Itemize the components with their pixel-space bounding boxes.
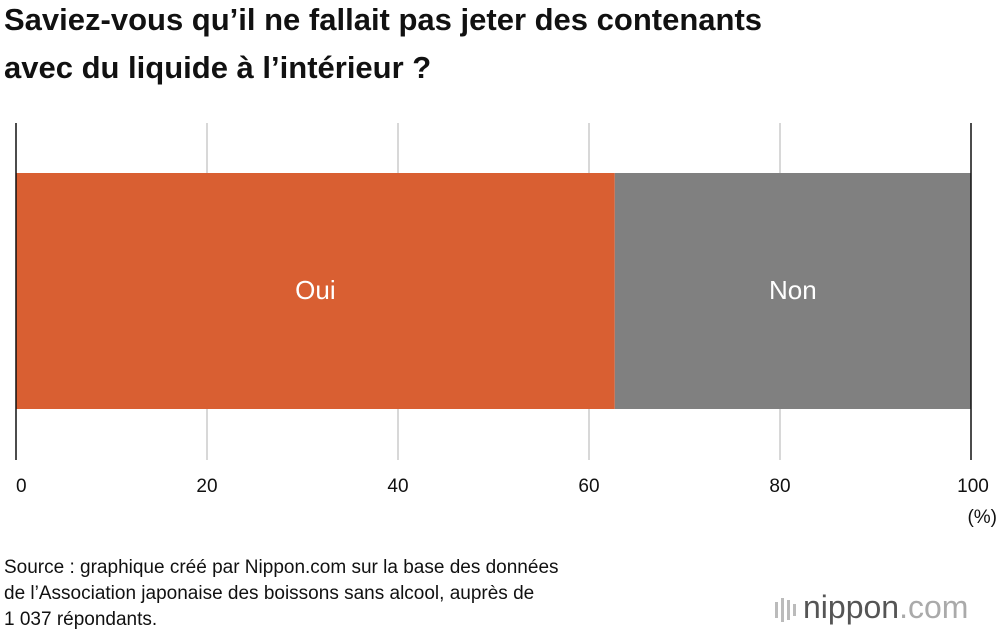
segment-label: Non — [769, 275, 817, 305]
axis-unit: (%) — [967, 507, 997, 528]
x-tick-label: 100 — [957, 476, 989, 497]
logo-text: nippon — [803, 589, 899, 625]
x-tick-label: 60 — [578, 476, 599, 497]
bar-segment — [614, 173, 971, 409]
source: de l’Association japonaise des boissons … — [4, 583, 534, 604]
source: Source : graphique créé par Nippon.com s… — [4, 557, 559, 578]
source: 1 037 répondants. — [4, 609, 157, 630]
chart-title: Saviez-vous qu’il ne fallait pas jeter d… — [4, 2, 762, 37]
x-tick-label: 40 — [387, 476, 408, 497]
chart-title: avec du liquide à l’intérieur ? — [4, 50, 431, 85]
logo-icon — [775, 598, 796, 622]
segment-label: Oui — [295, 275, 335, 305]
bar-segment — [16, 173, 615, 409]
logo: nippon.com — [803, 589, 968, 625]
x-tick-label: 20 — [196, 476, 217, 497]
logo-text: .com — [899, 589, 968, 625]
x-tick-label: 80 — [769, 476, 790, 497]
x-tick-label: 0 — [16, 476, 27, 497]
